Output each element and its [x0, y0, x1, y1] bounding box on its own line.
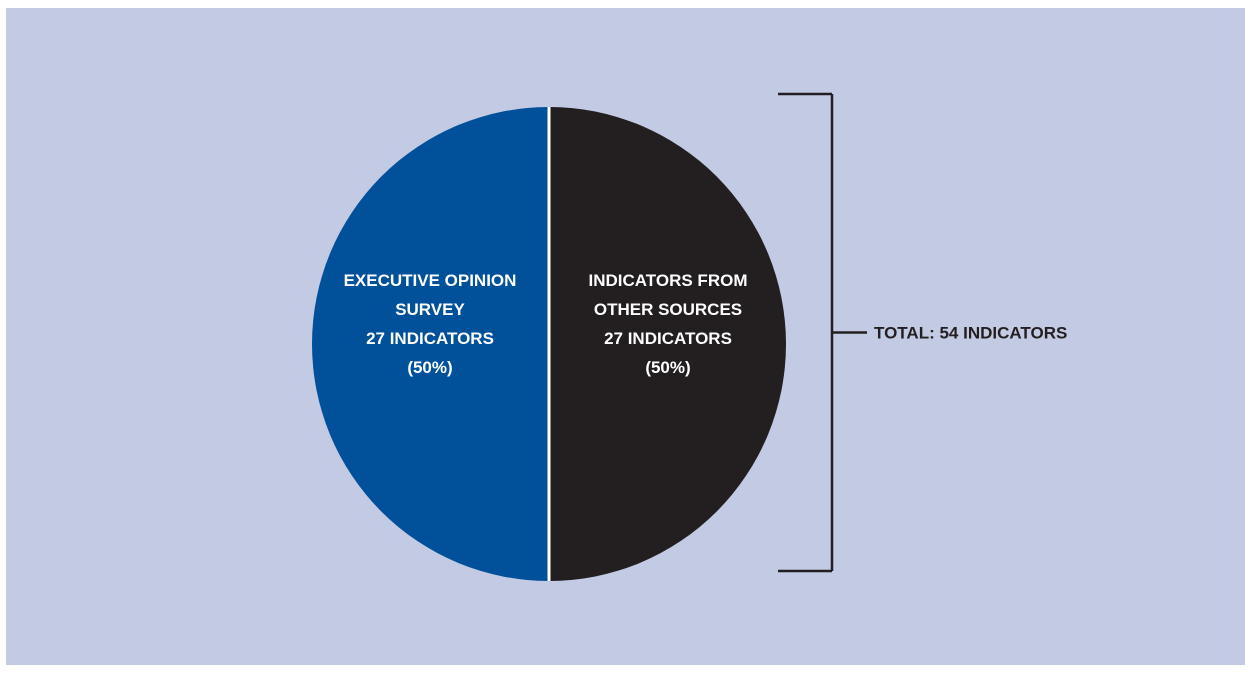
pie-chart: EXECUTIVE OPINION SURVEY 27 INDICATORS (50%…	[312, 92, 1067, 581]
slice-label-line: (50%)	[407, 358, 452, 377]
pie-slice-2	[549, 107, 786, 581]
total-bracket	[778, 92, 867, 573]
pie-slices	[312, 107, 786, 581]
slice-label-line: SURVEY	[395, 300, 465, 319]
slice-label-line: EXECUTIVE OPINION	[344, 271, 517, 290]
chart-panel: EXECUTIVE OPINION SURVEY 27 INDICATORS (50%…	[6, 8, 1245, 665]
slice-labels: EXECUTIVE OPINION SURVEY 27 INDICATORS (50%…	[344, 271, 748, 377]
slice-label-line: 27 INDICATORS	[366, 329, 494, 348]
slice-label-line: (50%)	[645, 358, 690, 377]
slice-label-line: 27 INDICATORS	[604, 329, 732, 348]
pie-slice-1	[312, 107, 549, 581]
slice-label-line: OTHER SOURCES	[594, 300, 742, 319]
slice-label-1: EXECUTIVE OPINION SURVEY 27 INDICATORS (50%…	[344, 271, 517, 377]
slice-label-2: INDICATORS FROM OTHER SOURCES 27 INDICATOR…	[589, 271, 748, 377]
slice-label-line: INDICATORS FROM	[589, 271, 748, 290]
total-label: TOTAL: 54 INDICATORS	[874, 324, 1067, 343]
